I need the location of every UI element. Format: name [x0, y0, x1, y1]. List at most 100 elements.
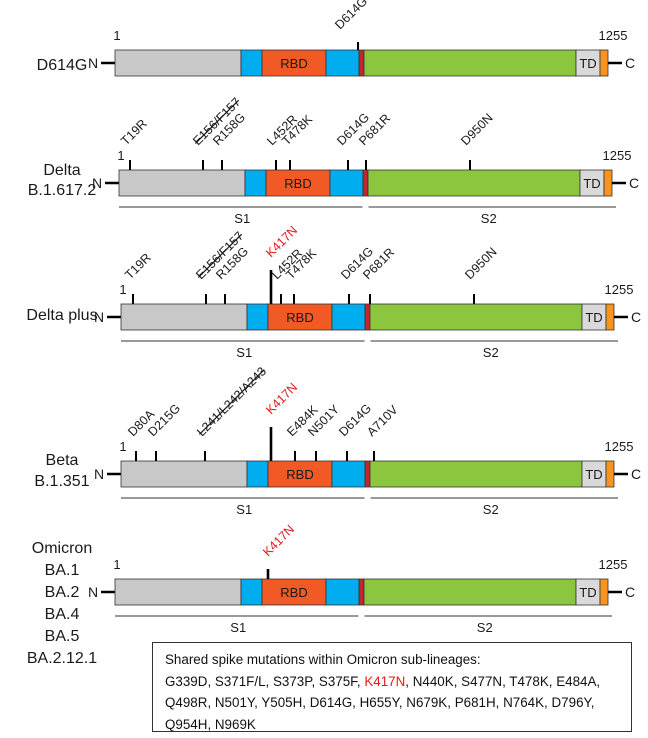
s2-label: S2: [481, 211, 497, 226]
shared-mutations-box: Shared spike mutations within Omicron su…: [152, 642, 632, 732]
s2-label: S2: [483, 345, 499, 360]
c-terminus-label: C: [629, 175, 639, 191]
td-domain: [575, 49, 601, 77]
start-position-label: 1: [117, 148, 124, 163]
rbd-domain: [261, 578, 327, 606]
end-position-label: 1255: [603, 148, 632, 163]
rbd-label: RBD: [280, 56, 307, 71]
variant-name: BA.4: [45, 606, 80, 623]
rbd-label: RBD: [280, 585, 307, 600]
mutation-label: T19R: [118, 117, 150, 149]
shared-mutation: S375F: [318, 673, 357, 689]
rbd-label: RBD: [284, 176, 311, 191]
shared-mutation: D796Y: [551, 695, 591, 710]
s2-domain: [363, 49, 577, 77]
start-position-label: 1: [119, 282, 126, 297]
rbd-label: RBD: [286, 310, 313, 325]
shared-mutation: Q954H: [165, 716, 208, 732]
shared-mutation: T478K: [509, 673, 549, 689]
start-position-label: 1: [113, 557, 120, 572]
start-position-label: 1: [119, 439, 126, 454]
shared-mutations-list: G339D, S371F/L, S373P, S375F, K417N, N44…: [165, 673, 601, 732]
n-terminus-label: N: [94, 466, 104, 482]
td-label: TD: [579, 585, 596, 600]
shared-mutation: Q498R: [165, 695, 208, 710]
s2-label: S2: [477, 620, 493, 635]
n-terminus-label: N: [88, 55, 98, 71]
mutation-label: T19R: [122, 251, 154, 283]
sd-domain: [325, 49, 360, 77]
signal-domain: [244, 169, 267, 197]
s2-domain: [369, 303, 583, 331]
cleavage-site: [362, 169, 369, 197]
s1-label: S1: [234, 211, 250, 226]
cterm-domain: [605, 460, 615, 488]
signal-domain: [240, 578, 263, 606]
variant-name: BA.2: [45, 584, 80, 601]
rbd-domain: [265, 169, 331, 197]
cleavage-site: [358, 49, 365, 77]
rbd-domain: [267, 460, 333, 488]
mutation-label: D950N: [458, 111, 495, 148]
end-position-label: 1255: [605, 439, 634, 454]
td-label: TD: [579, 56, 596, 71]
td-domain: [579, 169, 605, 197]
variant-name: BA.1: [45, 562, 80, 579]
nterm-domain: [114, 49, 242, 77]
c-terminus-label: C: [631, 466, 641, 482]
td-label: TD: [583, 176, 600, 191]
nterm-domain: [120, 303, 248, 331]
variant-name: BA.5: [45, 628, 80, 645]
td-label: TD: [585, 467, 602, 482]
end-position-label: 1255: [599, 557, 628, 572]
mutation-label: L241/L242/A243: [194, 364, 269, 439]
shared-mutation: S373P: [272, 673, 312, 689]
sd-domain: [325, 578, 360, 606]
variant-name: D614G: [37, 57, 88, 74]
end-position-label: 1255: [605, 282, 634, 297]
c-terminus-label: C: [625, 584, 635, 600]
cleavage-site: [364, 460, 371, 488]
td-domain: [581, 460, 607, 488]
variant-name: Omicron: [32, 540, 92, 557]
shared-mutations-title: Shared spike mutations within Omicron su…: [165, 652, 481, 667]
cterm-domain: [599, 578, 609, 606]
shared-mutation: G339D: [165, 673, 208, 689]
cleavage-site: [364, 303, 371, 331]
variant-name: B.1.617.2: [28, 182, 97, 199]
shared-mutation: N679K: [406, 695, 448, 710]
variant-name: Delta: [43, 162, 80, 179]
variant-name: B.1.351: [34, 473, 89, 490]
shared-mutation: E484A: [556, 673, 597, 689]
c-terminus-label: C: [631, 309, 641, 325]
shared-mutation: S371F/L: [214, 673, 266, 689]
shared-mutation: P681H: [454, 695, 496, 710]
rbd-label: RBD: [286, 467, 313, 482]
cterm-domain: [599, 49, 609, 77]
sd-domain: [331, 460, 366, 488]
mutation-label: K417N: [263, 380, 300, 417]
s1-label: S1: [230, 620, 246, 635]
variant-name: Beta: [46, 452, 79, 469]
shared-mutation: N969K: [214, 716, 256, 732]
td-label: TD: [585, 310, 602, 325]
signal-domain: [246, 460, 269, 488]
n-terminus-label: N: [88, 584, 98, 600]
s2-domain: [369, 460, 583, 488]
c-terminus-label: C: [625, 55, 635, 71]
shared-mutation: N501Y: [214, 695, 255, 710]
signal-domain: [240, 49, 263, 77]
rbd-domain: [267, 303, 333, 331]
s2-domain: [363, 578, 577, 606]
shared-mutation: N764K: [503, 695, 545, 710]
n-terminus-label: N: [92, 175, 102, 191]
nterm-domain: [114, 578, 242, 606]
variant-name: Delta plus: [26, 307, 97, 324]
mutation-label: D950N: [462, 245, 499, 282]
shared-mutation: N440K: [412, 673, 454, 689]
shared-mutation: S477N: [461, 673, 503, 689]
mutation-label: K417N: [260, 522, 297, 559]
shared-mutation: H655Y: [359, 695, 399, 710]
shared-mutation: K417N: [364, 673, 406, 689]
